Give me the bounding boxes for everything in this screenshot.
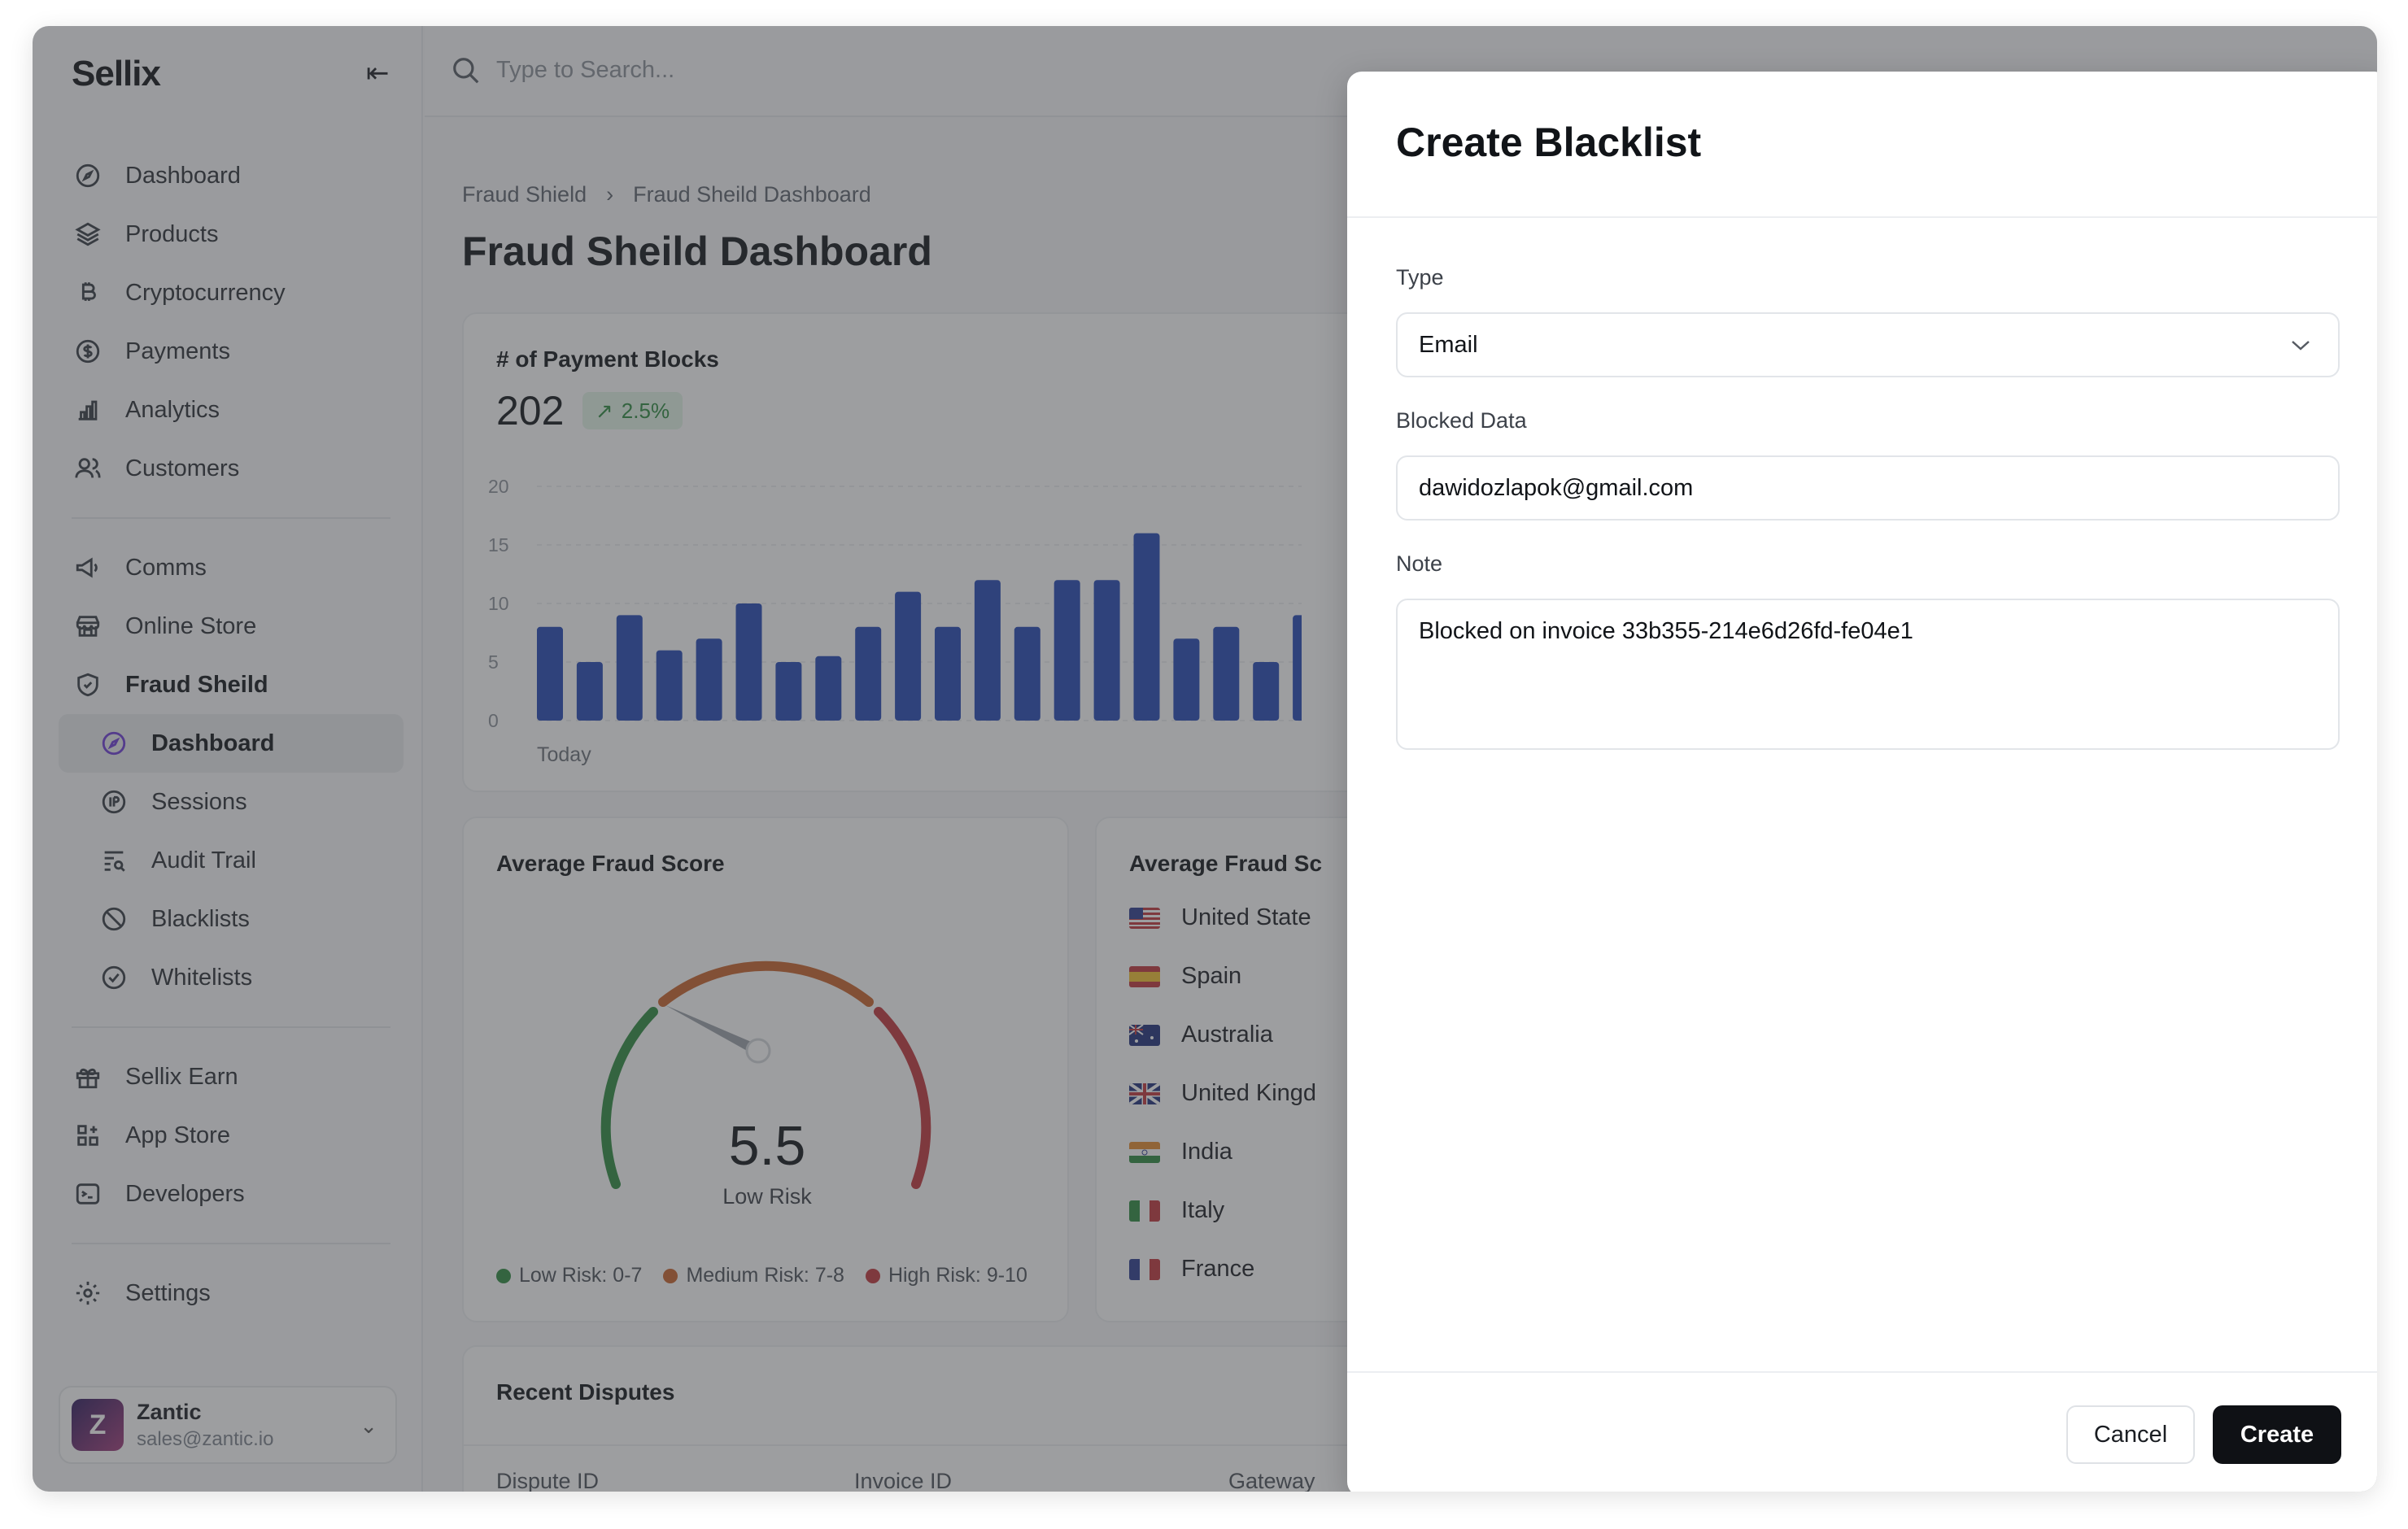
type-label: Type (1396, 265, 1444, 290)
blocked-data-value: dawidozlapok@gmail.com (1419, 474, 1694, 501)
dialog-footer-divider (1347, 1371, 2377, 1373)
dialog-title: Create Blacklist (1396, 120, 1702, 165)
blocked-data-input[interactable]: dawidozlapok@gmail.com (1396, 455, 2340, 521)
chevron-down-icon (2292, 341, 2310, 351)
type-select-value: Email (1419, 331, 1478, 358)
note-textarea[interactable]: Blocked on invoice 33b355-214e6d26fd-fe0… (1396, 599, 2340, 750)
note-value: Blocked on invoice 33b355-214e6d26fd-fe0… (1419, 618, 1913, 644)
cancel-button[interactable]: Cancel (2066, 1405, 2195, 1464)
blocked-data-label: Blocked Data (1396, 408, 1527, 433)
create-blacklist-dialog: Create Blacklist Type Email Blocked Data… (1347, 72, 2377, 1492)
create-button[interactable]: Create (2213, 1405, 2341, 1464)
type-select[interactable]: Email (1396, 312, 2340, 377)
app-window: Sellix ⇤ Dashboard Products Cryptocurren… (33, 26, 2377, 1492)
note-label: Note (1396, 551, 1443, 576)
dialog-divider (1347, 216, 2377, 218)
